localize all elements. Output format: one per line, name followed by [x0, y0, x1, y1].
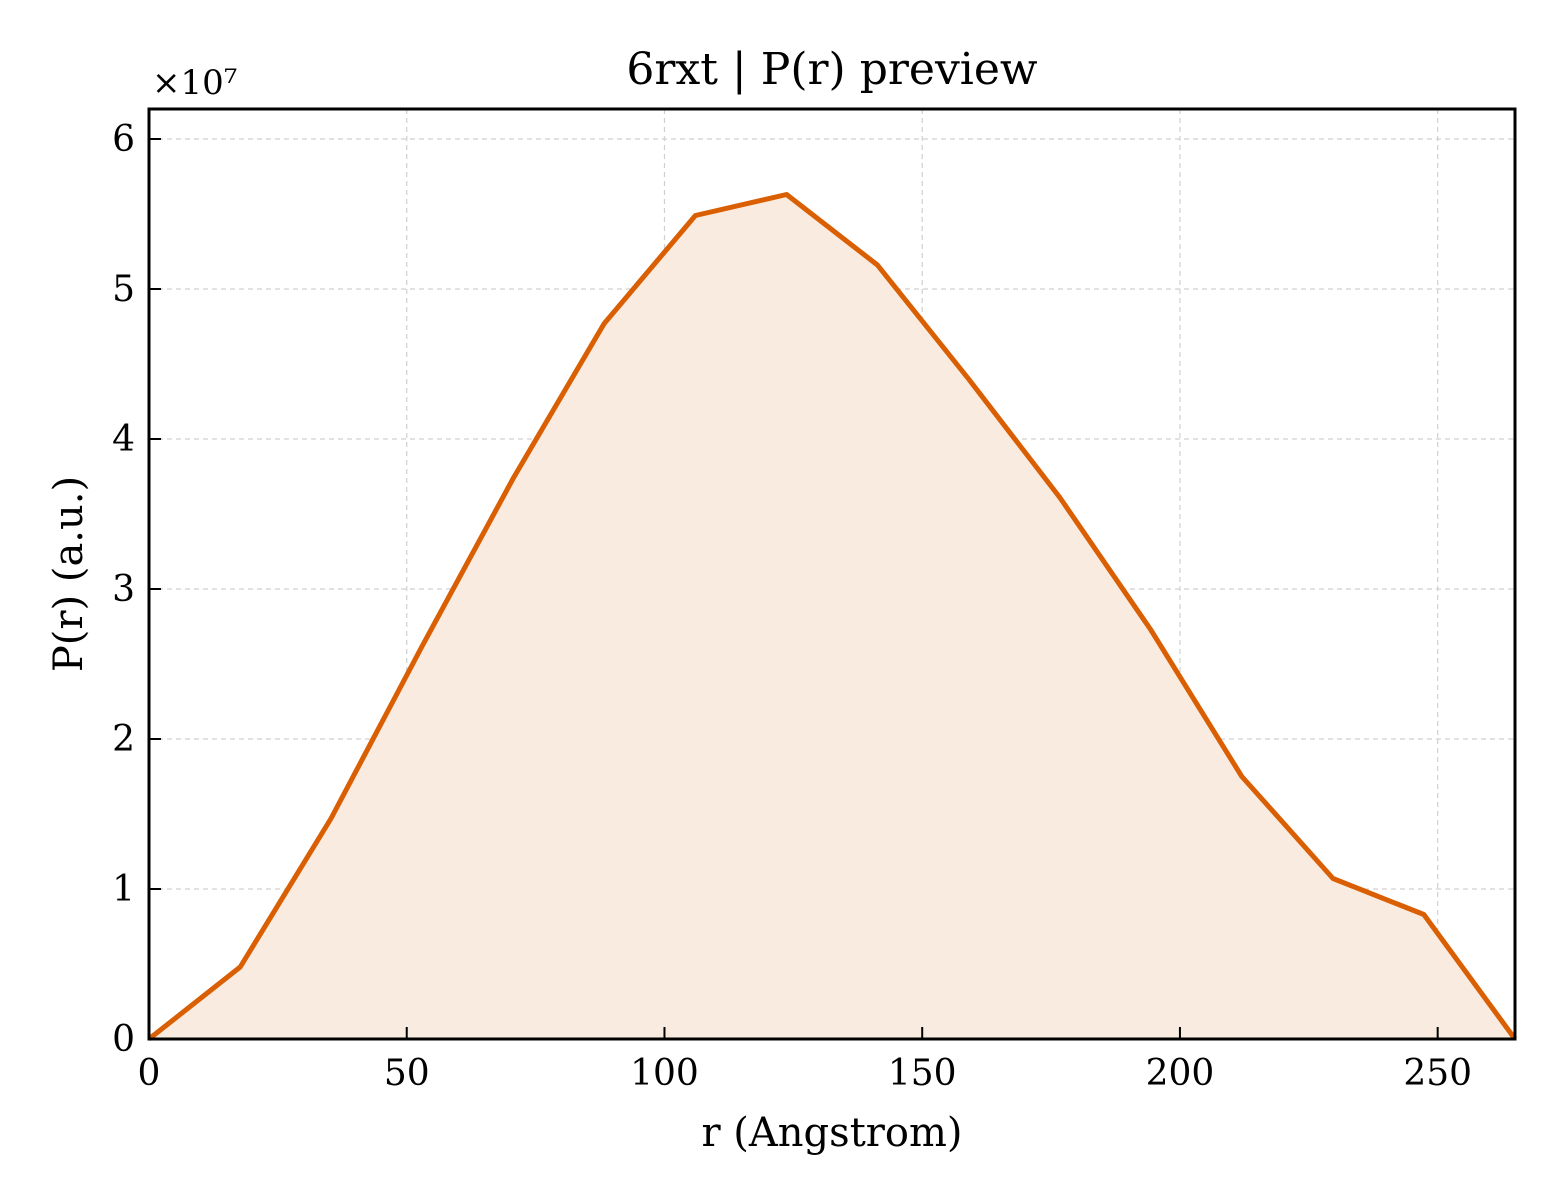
- y-tick-label: 2: [112, 719, 135, 760]
- y-tick-label: 5: [112, 269, 135, 310]
- x-tick-label: 200: [1146, 1053, 1215, 1094]
- x-axis-label: r (Angstrom): [701, 1110, 962, 1156]
- y-tick-label: 0: [112, 1019, 135, 1060]
- x-tick-label: 0: [138, 1053, 161, 1094]
- y-axis-label: P(r) (a.u.): [46, 476, 92, 672]
- x-tick-label: 100: [630, 1053, 699, 1094]
- y-tick-label: 4: [112, 419, 135, 460]
- chart-title: 6rxt | P(r) preview: [626, 44, 1037, 95]
- x-tick-label: 250: [1403, 1053, 1472, 1094]
- pr-area-fill: [149, 194, 1515, 1039]
- axis-ticks: 0 50 100 150 200 250 0 1 2 3 4 5 6: [112, 119, 1472, 1094]
- x-tick-label: 50: [384, 1053, 430, 1094]
- y-offset-label: ×10⁷: [152, 63, 237, 103]
- plot-frame: [147, 107, 1517, 1041]
- x-tick-label: 150: [888, 1053, 957, 1094]
- y-tick-label: 3: [112, 569, 135, 610]
- pr-series-line: [147, 192, 1518, 1041]
- y-tick-label: 1: [112, 869, 135, 910]
- y-tick-label: 6: [112, 119, 135, 160]
